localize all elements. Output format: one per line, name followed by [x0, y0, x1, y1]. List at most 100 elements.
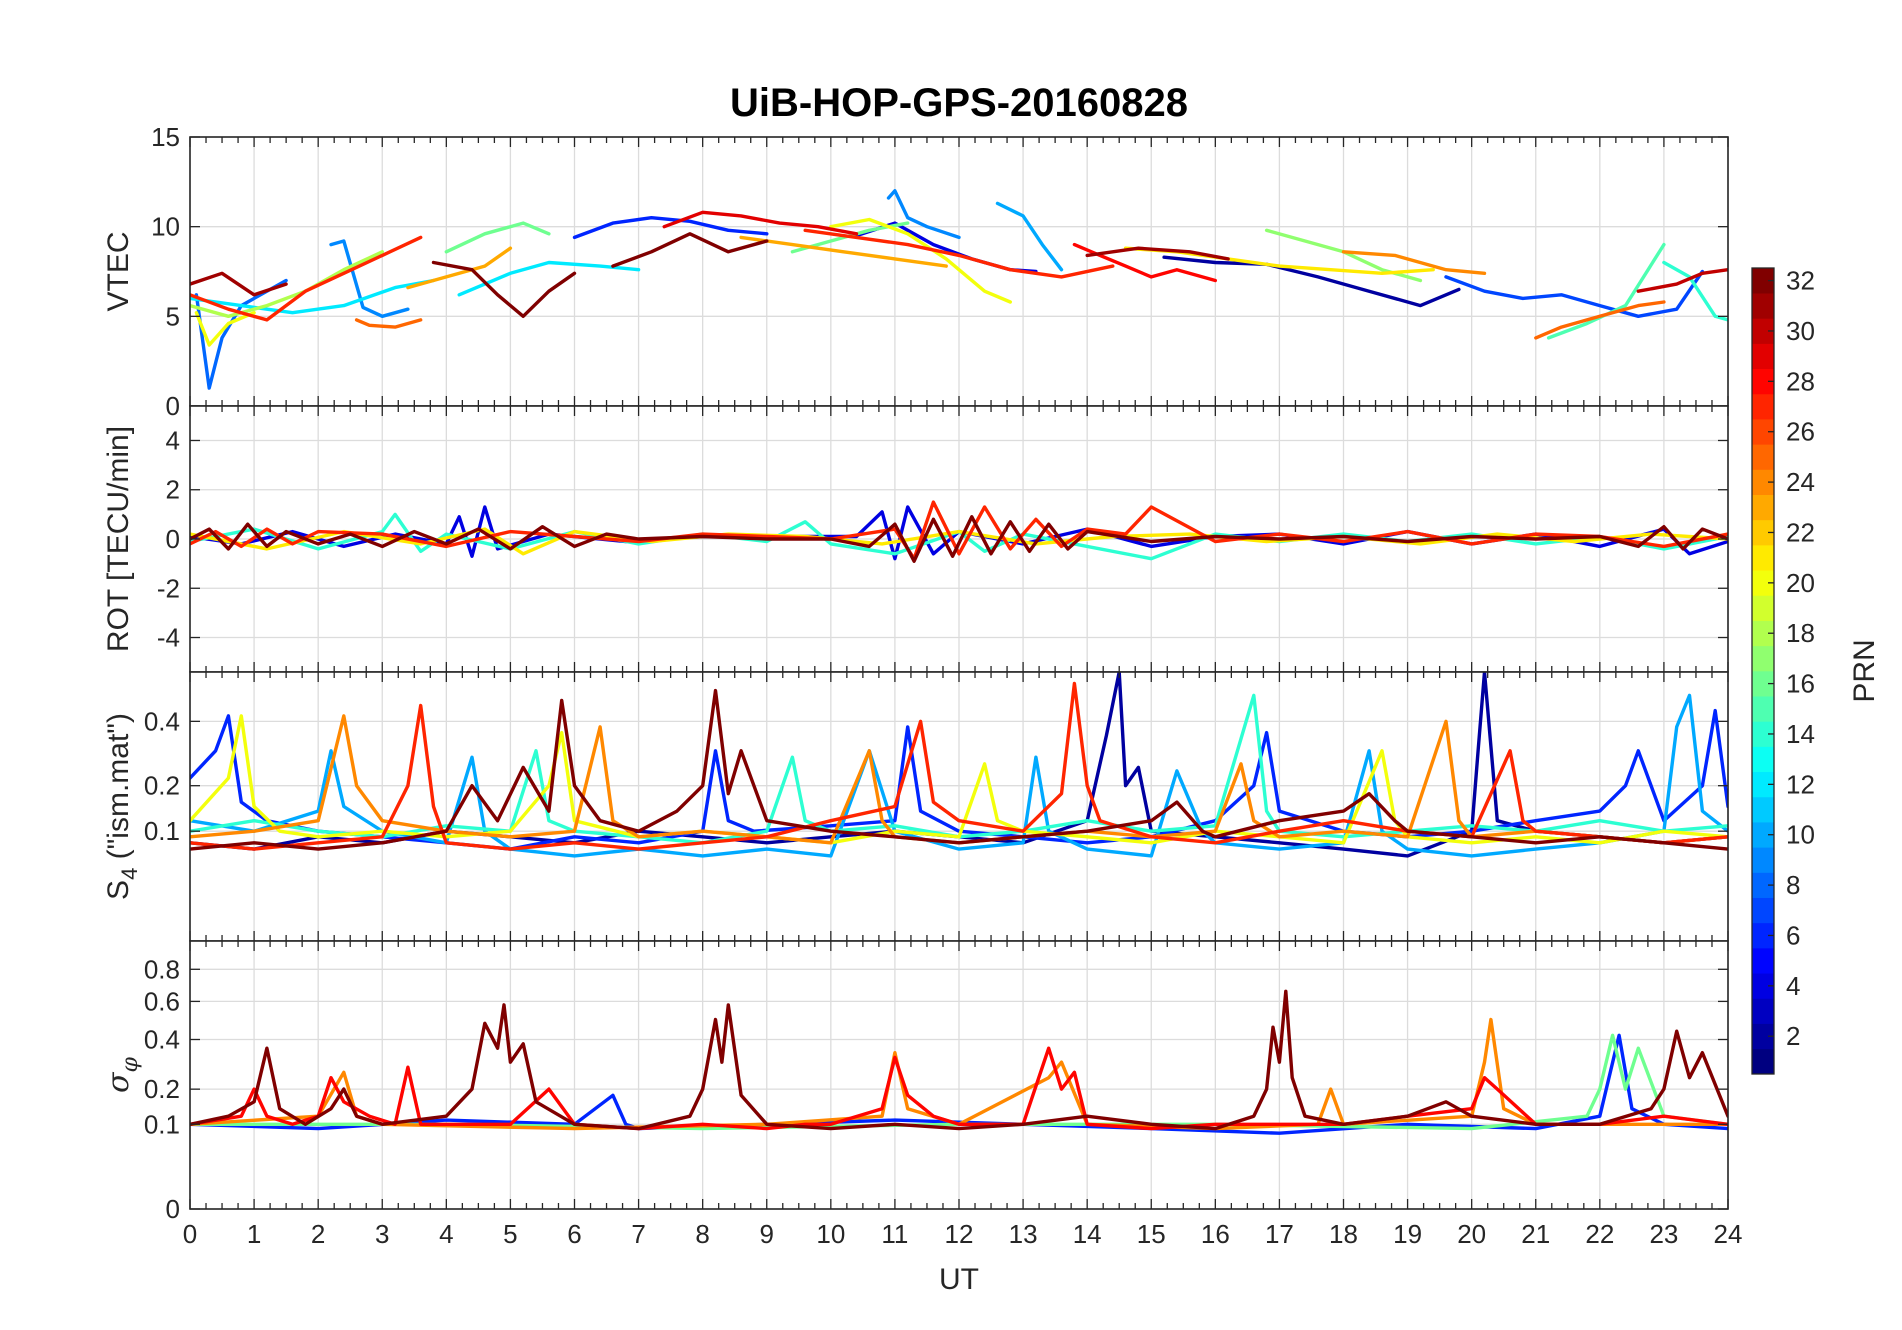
series-line-prn-30 — [1636, 268, 1728, 293]
y-axis-label-s4: S4 ("ism.mat") — [102, 713, 142, 900]
series-line-prn-31 — [190, 271, 288, 297]
y-axis-label-rot: ROT [TECU/min] — [102, 426, 135, 652]
colorbar-tick-label: 4 — [1786, 971, 1800, 1001]
y-tick-label: 2 — [166, 475, 180, 505]
series-line-prn-23 — [739, 235, 948, 268]
series-line-prn-25 — [1534, 300, 1666, 340]
x-tick-label: 11 — [881, 1219, 908, 1249]
panel-vtec: 0 5 10 15 VTEC — [102, 122, 1729, 421]
colorbar-swatch — [1752, 569, 1774, 596]
colorbar-tick-label: 20 — [1786, 568, 1815, 598]
colorbar-tick-label: 26 — [1786, 417, 1815, 447]
y-tick-label: 0.6 — [144, 986, 180, 1016]
y-tick-label: 10 — [151, 212, 180, 242]
series-line-prn-16 — [190, 1033, 1728, 1131]
y-tick-label: 0.1 — [144, 1109, 180, 1139]
y-tick-label: 0.1 — [144, 816, 180, 846]
colorbar-swatch — [1752, 494, 1774, 521]
series-group — [190, 672, 1728, 858]
colorbar-swatch — [1752, 771, 1774, 798]
y-axis-label-sigma_phi: σφ — [101, 1056, 143, 1092]
x-tick-label: 0 — [183, 1219, 197, 1249]
x-tick-label: 18 — [1329, 1219, 1358, 1249]
x-tick-label: 7 — [631, 1219, 645, 1249]
x-tick-label: 22 — [1585, 1219, 1614, 1249]
series-line-prn-24 — [1341, 250, 1487, 275]
colorbar-swatch — [1752, 1048, 1774, 1075]
colorbar-frame — [1751, 267, 1775, 1075]
colorbar-label: PRN — [1848, 639, 1881, 702]
colorbar-swatch — [1752, 469, 1774, 495]
x-tick-label: 14 — [1073, 1219, 1102, 1249]
y-tick-label: 0.4 — [144, 1025, 180, 1055]
x-tick-label: 6 — [567, 1219, 581, 1249]
series-line-prn-27 — [190, 681, 1728, 851]
x-tick-label: 2 — [311, 1219, 325, 1249]
y-tick-label: 0 — [166, 1194, 180, 1224]
x-tick-label: 15 — [1137, 1219, 1166, 1249]
colorbar-tick-label: 14 — [1786, 719, 1815, 749]
y-tick-label: 0.2 — [144, 1074, 180, 1104]
colorbar-swatch — [1752, 796, 1774, 823]
colorbar-swatch — [1752, 695, 1774, 722]
panel-s4: 0.1 0.2 0.4S4 ("ism.mat") — [102, 671, 1729, 942]
series-group — [190, 989, 1728, 1135]
series-line-prn-6 — [190, 708, 1728, 851]
series-line-prn-16 — [444, 221, 551, 254]
colorbar-tick-label: 30 — [1786, 316, 1815, 346]
colorbar-tick-label: 12 — [1786, 769, 1815, 799]
x-tick-label: 20 — [1457, 1219, 1486, 1249]
series-line-prn-27 — [803, 228, 1115, 279]
colorbar-swatch — [1752, 670, 1774, 697]
colorbar-swatch — [1752, 972, 1774, 999]
colorbar-swatch — [1752, 292, 1774, 319]
x-tick-label: 23 — [1649, 1219, 1678, 1249]
y-tick-label: 5 — [166, 301, 180, 331]
series-line-prn-6 — [572, 215, 769, 240]
series-line-prn-32 — [190, 515, 1728, 563]
series-line-prn-2 — [190, 672, 1728, 858]
series-line-prn-23 — [406, 246, 513, 290]
colorbar-tick-label: 6 — [1786, 920, 1800, 950]
series-line-prn-18 — [190, 250, 384, 318]
colorbar-swatch — [1752, 847, 1774, 873]
colorbar-swatch — [1752, 343, 1774, 370]
x-tick-label: 13 — [1009, 1219, 1038, 1249]
colorbar-swatch — [1752, 897, 1774, 924]
x-tick-label: 21 — [1521, 1219, 1550, 1249]
series-line-prn-25 — [354, 318, 423, 329]
colorbar-swatch — [1752, 393, 1774, 420]
colorbar-tick-label: 16 — [1786, 669, 1815, 699]
x-tick-label: 9 — [760, 1219, 774, 1249]
series-line-prn-28 — [190, 1046, 1728, 1131]
x-tick-label: 4 — [439, 1219, 453, 1249]
y-tick-label: 0.8 — [144, 954, 180, 984]
colorbar-tick-label: 24 — [1786, 467, 1815, 497]
series-line-prn-2 — [1162, 255, 1461, 308]
x-tick-label: 3 — [375, 1219, 389, 1249]
colorbar-swatch — [1752, 267, 1774, 294]
chart-title: UiB-HOP-GPS-20160828 — [730, 81, 1188, 125]
colorbar-tick-label: 18 — [1786, 618, 1815, 648]
series-line-prn-32 — [431, 260, 577, 318]
x-tick-label: 5 — [503, 1219, 517, 1249]
x-tick-label: 8 — [695, 1219, 709, 1249]
series-group — [190, 189, 1728, 390]
series-line-prn-32 — [611, 232, 769, 268]
y-tick-label: 0 — [166, 524, 180, 554]
series-line-prn-9 — [886, 189, 961, 240]
x-tick-label: 12 — [945, 1219, 974, 1249]
colorbar-tick-label: 10 — [1786, 820, 1815, 850]
x-tick-label: 10 — [816, 1219, 845, 1249]
colorbar-tick-label: 2 — [1786, 1021, 1800, 1051]
series-line-prn-32 — [190, 989, 1728, 1131]
colorbar-swatch — [1752, 922, 1774, 949]
panel-rot: -4 -2 0 2 4 ROT [TECU/min] — [102, 405, 1729, 673]
colorbar-tick-label: 32 — [1786, 266, 1815, 296]
colorbar-swatch — [1752, 746, 1774, 773]
y-tick-label: 4 — [166, 425, 180, 455]
colorbar-swatch — [1752, 519, 1774, 546]
